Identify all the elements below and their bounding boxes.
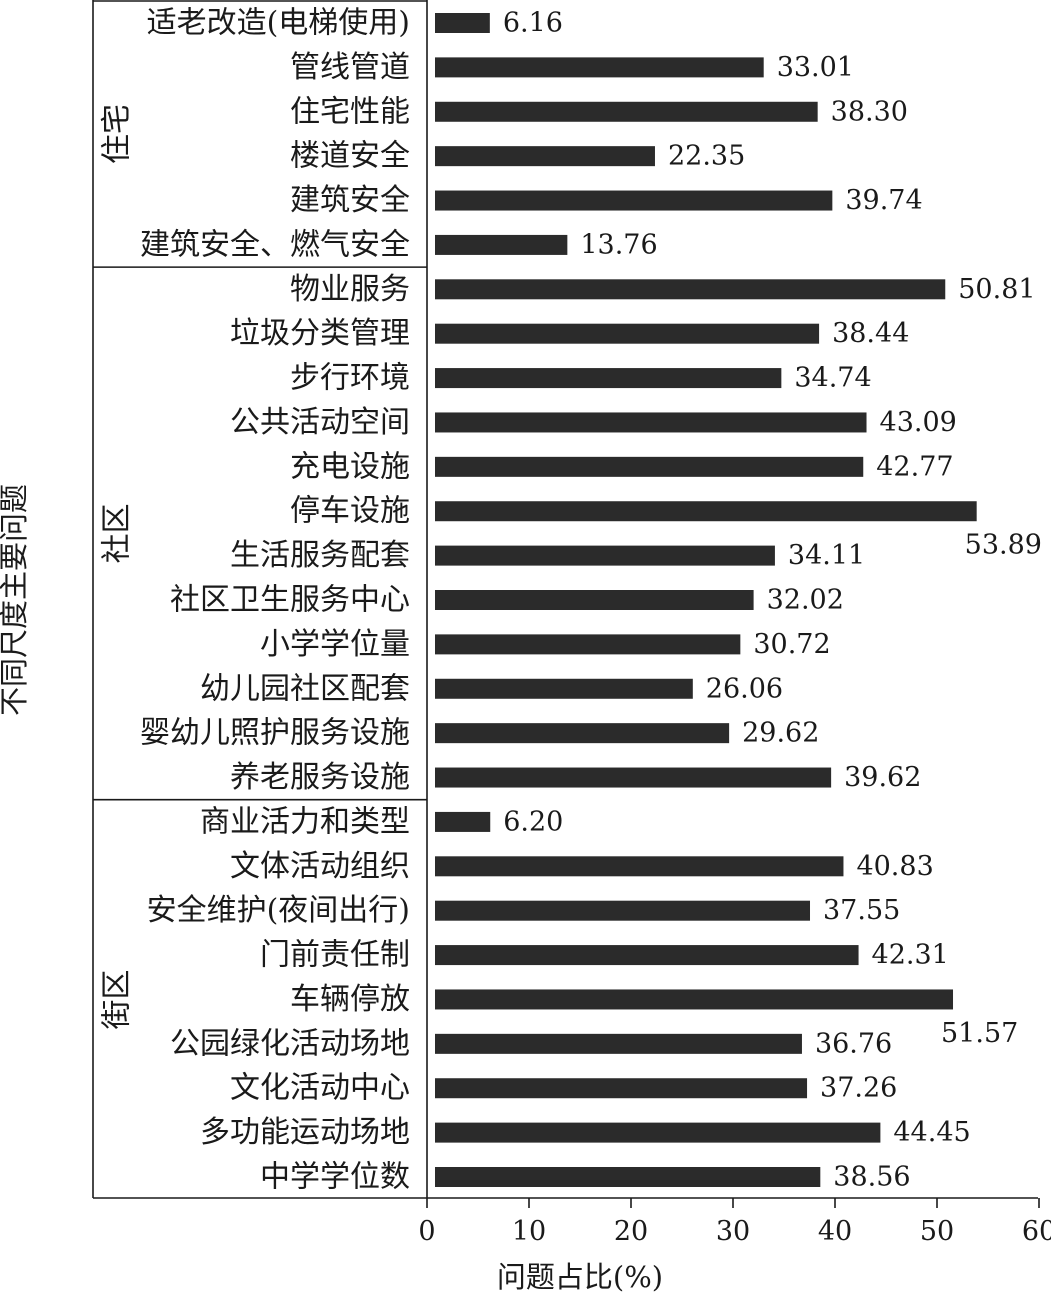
category-labels: 适老改造(电梯使用) 管线管道住宅性能楼道安全建筑安全建筑安全、燃气安全物业服务垃… — [140, 6, 410, 1195]
category-label: 中学学位数 — [260, 1160, 410, 1195]
value-label: 44.45 — [893, 1117, 970, 1148]
category-label: 门前责任制 — [260, 938, 410, 973]
bar — [435, 146, 655, 167]
bar — [435, 634, 741, 655]
category-label: 婴幼儿照护服务设施 — [140, 716, 410, 751]
value-label: 40.83 — [856, 851, 933, 882]
bar — [435, 945, 859, 966]
value-label: 13.76 — [580, 229, 657, 260]
value-label: 38.30 — [831, 96, 908, 127]
group-label: 住宅 — [100, 104, 135, 164]
value-label: 34.74 — [794, 363, 871, 394]
bar — [435, 412, 867, 433]
category-label: 车辆停放 — [290, 982, 410, 1017]
value-label: 51.57 — [941, 1018, 1018, 1049]
category-label: 小学学位量 — [260, 627, 410, 662]
bar — [435, 545, 775, 566]
category-label: 建筑安全、燃气安全 — [140, 227, 410, 262]
value-label: 34.11 — [788, 540, 865, 571]
category-label: 步行环境 — [290, 361, 410, 396]
bar — [435, 13, 490, 33]
value-label: 6.16 — [503, 8, 563, 39]
x-axis-title: 问题占比(%) — [497, 1260, 663, 1294]
value-label: 32.02 — [767, 585, 844, 616]
value-label: 38.56 — [833, 1162, 910, 1193]
category-label: 多功能运动场地 — [200, 1115, 410, 1150]
bar — [435, 856, 844, 877]
value-label: 33.01 — [777, 52, 854, 83]
value-label: 50.81 — [958, 274, 1035, 305]
bar — [435, 1167, 821, 1187]
bar — [435, 234, 568, 255]
x-tick-label: 60 — [1022, 1216, 1051, 1247]
x-axis: 0 10 20 30 40 50 60 — [418, 1198, 1051, 1247]
value-label: 53.89 — [965, 530, 1042, 561]
bar — [435, 279, 946, 300]
value-label: 43.09 — [880, 407, 957, 438]
bar — [435, 900, 811, 921]
x-tick-label: 10 — [512, 1216, 546, 1247]
bar — [435, 368, 782, 389]
group-label: 街区 — [100, 969, 135, 1029]
category-label: 安全维护(夜间出行) — [147, 893, 410, 928]
bar — [435, 323, 820, 344]
category-label: 商业活力和类型 — [200, 804, 410, 839]
bar — [435, 1078, 808, 1099]
x-tick-label: 0 — [418, 1216, 435, 1247]
x-tick-label: 20 — [614, 1216, 648, 1247]
bar — [435, 723, 730, 744]
bar-series — [435, 13, 977, 1187]
bar — [435, 101, 818, 122]
category-label: 停车设施 — [290, 494, 410, 529]
x-tick-label: 50 — [920, 1216, 954, 1247]
bar — [435, 57, 764, 78]
bar — [435, 590, 754, 610]
bar — [435, 989, 954, 1010]
x-tick-label: 30 — [716, 1216, 750, 1247]
x-tick-label: 40 — [818, 1216, 852, 1247]
value-label: 37.55 — [823, 895, 900, 926]
value-label: 39.62 — [844, 762, 921, 793]
value-label: 36.76 — [815, 1028, 892, 1059]
category-label: 垃圾分类管理 — [230, 316, 410, 351]
bar — [435, 456, 864, 477]
category-label: 管线管道 — [290, 50, 410, 85]
bar — [435, 767, 832, 788]
category-label: 文化活动中心 — [230, 1071, 410, 1106]
category-label: 充电设施 — [290, 449, 410, 484]
category-label: 公共活动空间 — [230, 405, 410, 440]
category-label: 养老服务设施 — [230, 760, 410, 795]
y-axis-title: 不同尺度主要问题 — [0, 484, 31, 716]
value-label: 37.26 — [820, 1073, 897, 1104]
bar — [435, 190, 833, 211]
bar — [435, 501, 977, 522]
category-label: 物业服务 — [290, 272, 410, 307]
bar — [435, 1033, 802, 1054]
category-label: 幼儿园社区配套 — [200, 671, 410, 706]
value-label: 26.06 — [706, 673, 783, 704]
category-label: 社区卫生服务中心 — [170, 583, 410, 618]
bar — [435, 1122, 881, 1143]
value-label: 42.77 — [876, 451, 953, 482]
value-label: 42.31 — [872, 940, 949, 971]
value-label: 29.62 — [742, 718, 819, 749]
value-label: 22.35 — [668, 141, 745, 172]
category-label: 生活服务配套 — [230, 538, 410, 573]
value-label: 30.72 — [753, 629, 830, 660]
bar — [435, 678, 693, 699]
value-labels: 6.16 33.01 38.30 22.35 39.74 13.76 50.81 38.44 3… — [503, 8, 1042, 1193]
category-label: 建筑安全 — [290, 183, 410, 218]
bar — [435, 811, 491, 832]
group-label: 社区 — [100, 503, 135, 563]
value-label: 6.20 — [503, 806, 563, 837]
category-label: 适老改造(电梯使用) — [147, 6, 410, 41]
value-label: 39.74 — [845, 185, 922, 216]
category-label: 文体活动组织 — [230, 849, 410, 884]
category-label: 楼道安全 — [290, 139, 410, 174]
category-label: 住宅性能 — [290, 94, 410, 129]
value-label: 38.44 — [832, 318, 909, 349]
category-label: 公园绿化活动场地 — [170, 1026, 410, 1061]
